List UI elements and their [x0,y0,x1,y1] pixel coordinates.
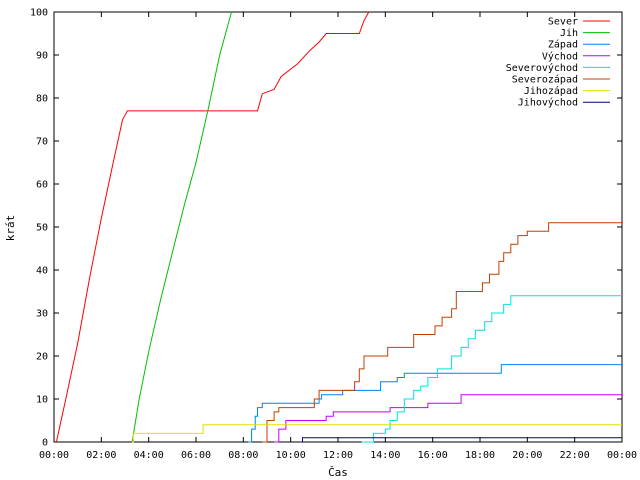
x-tick-label: 16:00 [418,450,448,461]
series-lines [55,11,622,443]
y-tick-label: 40 [36,266,48,277]
series-line-2 [131,11,232,443]
x-tick-label: 04:00 [134,450,164,461]
y-axis-ticks: 0 10 20 30 40 50 60 70 80 90 100 [30,8,622,449]
x-tick-label: 18:00 [465,450,495,461]
y-tick-label: 60 [36,180,48,191]
y-tick-label: 0 [42,438,48,449]
y-tick-label: 100 [30,8,48,19]
legend-label: Jihovýchod [518,97,578,109]
legend-label: Západ [548,39,578,51]
series-line-6 [262,222,622,443]
x-tick-label: 00:00 [607,450,637,461]
x-tick-label: 02:00 [86,450,116,461]
series-line-5 [361,295,622,443]
x-axis-ticks: 00:00 02:00 04:00 06:00 08:00 10:00 12:00 14:00… [39,12,637,461]
legend-label: Severozápad [512,74,578,86]
y-tick-label: 30 [36,309,48,320]
legend-label: Severovýchod [506,62,578,74]
x-tick-label: 08:00 [228,450,258,461]
x-tick-label: 00:00 [39,450,69,461]
legend: SeverJihZápadVýchodSeverovýchodSeverozáp… [506,17,610,109]
legend-label: Sever [548,17,578,28]
x-tick-label: 10:00 [276,450,306,461]
legend-label: Jihozápad [524,85,578,97]
x-axis-label: Čas [328,466,348,479]
series-line-8 [300,437,622,443]
x-tick-label: 20:00 [512,450,542,461]
x-tick-label: 12:00 [323,450,353,461]
legend-label: Jih [560,28,578,39]
series-line-3 [248,364,622,443]
x-tick-label: 06:00 [181,450,211,461]
y-axis-label: krát [4,215,17,242]
series-line-4 [274,394,622,443]
y-tick-label: 70 [36,137,48,148]
y-tick-label: 90 [36,51,48,62]
y-tick-label: 10 [36,395,48,406]
y-tick-label: 80 [36,94,48,105]
series-line-1 [55,11,370,443]
y-tick-label: 20 [36,352,48,363]
y-tick-label: 50 [36,223,48,234]
series-line-7 [132,424,622,443]
x-tick-label: 22:00 [560,450,590,461]
legend-label: Východ [542,50,578,62]
x-tick-label: 14:00 [370,450,400,461]
